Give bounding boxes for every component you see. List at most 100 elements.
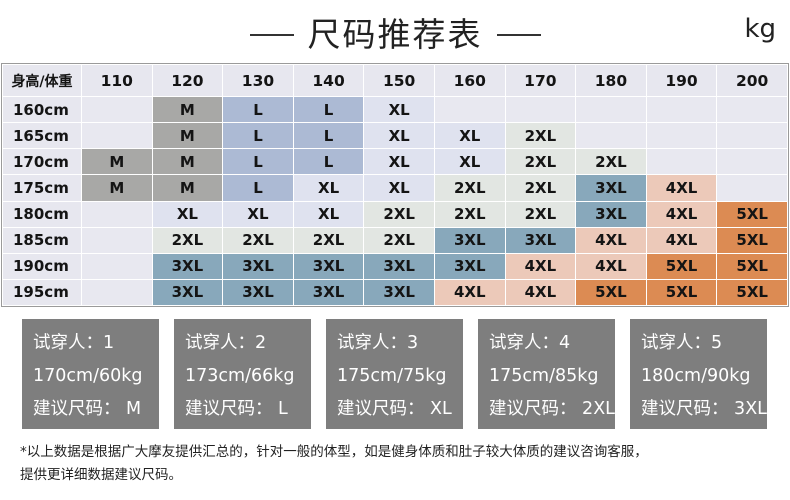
tester-label: 试穿人：3 <box>337 333 419 353</box>
size-cell: 5XL <box>716 200 788 228</box>
empty-cell <box>81 252 153 280</box>
size-cell: M <box>151 95 224 124</box>
size-cell: 4XL <box>504 278 577 307</box>
empty-cell <box>645 122 718 150</box>
size-cell: 2XL <box>504 200 577 228</box>
size-cell: 2XL <box>504 122 577 150</box>
page-title: 尺码推荐表 <box>307 15 483 54</box>
height-label: 190cm <box>2 252 82 280</box>
size-cell: XL <box>292 200 365 228</box>
weight-header: 150 <box>363 64 435 97</box>
weight-header: 160 <box>433 64 506 97</box>
tester-card-2: 试穿人：2 173cm/66kg 建议尺码： L <box>174 319 311 429</box>
empty-cell <box>575 95 647 124</box>
size-cell: 2XL <box>363 200 435 228</box>
empty-cell <box>716 174 788 202</box>
size-cell: 4XL <box>645 200 718 228</box>
empty-cell <box>81 122 153 150</box>
tester-size: 建议尺码： 3XL <box>641 399 767 419</box>
size-cell: 3XL <box>222 278 294 307</box>
footnote: *以上数据是根据广大摩友提供汇总的，针对一般的体型，如是健身体质和肚子较大体质的… <box>20 441 780 487</box>
height-label: 170cm <box>2 148 82 176</box>
weight-header: 180 <box>575 64 647 97</box>
tester-stats: 175cm/75kg <box>337 366 447 386</box>
height-label: 165cm <box>2 122 82 150</box>
weight-header: 110 <box>81 64 153 97</box>
size-row: 180cm XL XL XL 2XL 2XL 2XL 3XL 4XL 5XL <box>2 200 788 228</box>
size-cell: 5XL <box>716 278 788 307</box>
size-chart-table: 身高/体重 110 120 130 140 150 160 170 180 19… <box>1 63 789 307</box>
size-cell: 4XL <box>645 174 718 202</box>
size-cell: 5XL <box>645 278 718 307</box>
height-label: 160cm <box>2 95 82 124</box>
size-cell: XL <box>433 122 506 150</box>
page-title-wrap: 尺码推荐表 <box>0 8 790 56</box>
size-cell: 5XL <box>575 278 647 307</box>
size-cell: 2XL <box>504 148 577 176</box>
tester-card-3: 试穿人：3 175cm/75kg 建议尺码： XL <box>326 319 463 429</box>
tester-stats: 173cm/66kg <box>185 366 295 386</box>
size-cell: 5XL <box>645 252 718 280</box>
size-cell: 2XL <box>504 174 577 202</box>
size-cell: 2XL <box>292 226 365 254</box>
size-cell: M <box>81 174 153 202</box>
weight-header: 190 <box>645 64 718 97</box>
empty-cell <box>504 95 577 124</box>
weight-header-row: 身高/体重 110 120 130 140 150 160 170 180 19… <box>2 64 788 97</box>
size-cell: 3XL <box>575 174 647 202</box>
empty-cell <box>81 278 153 307</box>
size-cell: 4XL <box>433 278 506 307</box>
empty-cell <box>716 148 788 176</box>
size-cell: 2XL <box>222 226 294 254</box>
title-right-rule <box>496 33 541 36</box>
weight-header: 120 <box>151 64 224 97</box>
tester-label: 试穿人：2 <box>185 333 267 353</box>
title-left-rule <box>249 33 294 36</box>
weight-header: 140 <box>292 64 365 97</box>
empty-cell <box>645 148 718 176</box>
size-cell: M <box>151 122 224 150</box>
size-row: 185cm 2XL 2XL 2XL 2XL 3XL 3XL 4XL 4XL 5XL <box>2 226 788 254</box>
empty-cell <box>575 122 647 150</box>
size-row: 170cm M M L L XL XL 2XL 2XL <box>2 148 788 176</box>
weight-header: 200 <box>716 64 788 97</box>
size-row: 160cm M L L XL <box>2 95 788 124</box>
size-cell: L <box>222 174 294 202</box>
size-cell: 2XL <box>433 174 506 202</box>
size-cell: XL <box>222 200 294 228</box>
footnote-line-1: *以上数据是根据广大摩友提供汇总的，针对一般的体型，如是健身体质和肚子较大体质的… <box>20 444 648 460</box>
empty-cell <box>81 226 153 254</box>
size-cell: L <box>292 122 365 150</box>
tester-size: 建议尺码： 2XL <box>489 399 615 419</box>
size-cell: 5XL <box>716 252 788 280</box>
size-cell: 3XL <box>292 252 365 280</box>
tester-label: 试穿人：1 <box>33 333 115 353</box>
weight-unit-label: kg <box>744 14 776 44</box>
size-cell: M <box>81 148 153 176</box>
size-cell: 2XL <box>363 226 435 254</box>
size-cell: 4XL <box>504 252 577 280</box>
tester-card-1: 试穿人：1 170cm/60kg 建议尺码： M <box>22 319 159 429</box>
size-cell: XL <box>363 122 435 150</box>
header: 尺码推荐表 kg <box>0 0 790 62</box>
tester-label: 试穿人：5 <box>641 333 723 353</box>
size-cell: L <box>222 122 294 150</box>
size-row: 175cm M M L XL XL 2XL 2XL 3XL 4XL <box>2 174 788 202</box>
size-row: 195cm 3XL 3XL 3XL 3XL 4XL 4XL 5XL 5XL 5XL <box>2 278 788 307</box>
height-label: 175cm <box>2 174 82 202</box>
footnote-line-2: 提供更详细数据建议尺码。 <box>20 467 182 483</box>
size-cell: M <box>151 174 224 202</box>
tester-stats: 180cm/90kg <box>641 366 751 386</box>
size-cell: 3XL <box>222 252 294 280</box>
height-label: 180cm <box>2 200 82 228</box>
empty-cell <box>645 95 718 124</box>
tester-label: 试穿人：4 <box>489 333 571 353</box>
size-cell: L <box>222 95 294 124</box>
size-cell: 4XL <box>575 226 647 254</box>
size-cell: XL <box>363 95 435 124</box>
empty-cell <box>716 95 788 124</box>
size-cell: L <box>222 148 294 176</box>
size-cell: 3XL <box>433 226 506 254</box>
weight-header: 170 <box>504 64 577 97</box>
tester-size: 建议尺码： XL <box>337 399 452 419</box>
